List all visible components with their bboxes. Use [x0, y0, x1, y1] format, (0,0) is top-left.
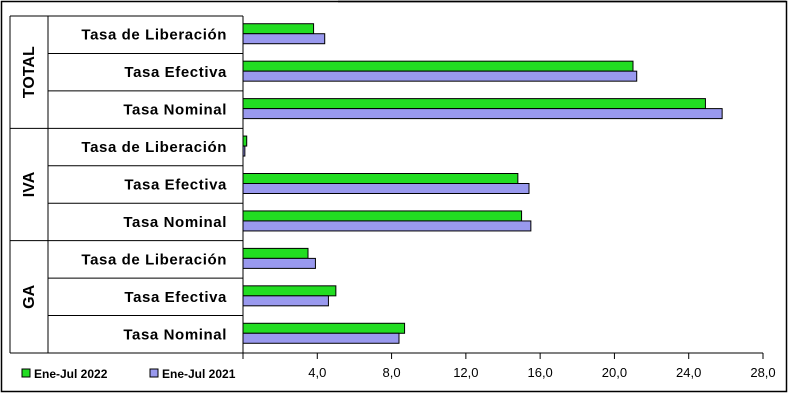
bar [242, 135, 248, 147]
bar [242, 70, 638, 82]
bars-layer [242, 23, 723, 344]
legend-label: Ene-Jul 2021 [162, 367, 236, 381]
x-tick-label: 28,0 [750, 365, 775, 380]
bar [242, 322, 406, 334]
category-label: Tasa Efectiva [124, 64, 227, 81]
x-tick-label: 8,0 [383, 365, 401, 380]
group-label: GA [21, 284, 38, 308]
group-label: IVA [21, 171, 38, 197]
legend-swatch [21, 368, 31, 378]
bar [242, 285, 337, 297]
bar [242, 108, 723, 120]
bar [242, 98, 706, 110]
x-tick-label: 12,0 [453, 365, 478, 380]
group-label: TOTAL [21, 46, 38, 98]
category-label: Tasa de Liberación [81, 251, 227, 268]
category-labels: TOTAL Tasa de Liberación Tasa Efectiva Tasa… [21, 27, 227, 344]
bar [242, 332, 400, 344]
x-tick-label: 16,0 [527, 365, 552, 380]
legend-swatch [149, 368, 159, 378]
category-label: Tasa de Liberación [81, 27, 227, 44]
category-label: Tasa de Liberación [81, 139, 227, 156]
legend-label: Ene-Jul 2022 [34, 367, 108, 381]
x-tick-label: 4,0 [308, 365, 326, 380]
bar [242, 257, 316, 269]
bar [242, 210, 523, 222]
category-label: Tasa Nominal [123, 102, 227, 119]
legend: Ene-Jul 2022 Ene-Jul 2021 [21, 367, 236, 381]
bar [242, 183, 530, 194]
category-label: Tasa Efectiva [124, 177, 227, 194]
bar [242, 60, 634, 72]
bar [242, 23, 315, 35]
category-label: Tasa Nominal [123, 326, 227, 343]
x-tick-label: 20,0 [602, 365, 627, 380]
bar [242, 173, 519, 184]
bar [242, 33, 326, 45]
bar [242, 220, 532, 232]
bar [242, 247, 309, 259]
x-tick-label: 24,0 [676, 365, 701, 380]
category-label: Tasa Nominal [123, 214, 227, 231]
bar [242, 295, 329, 307]
x-axis: 4,0 8,0 12,0 16,0 20,0 24,0 28,0 [242, 353, 776, 380]
bar [242, 145, 246, 157]
category-label: Tasa Efectiva [124, 289, 227, 306]
